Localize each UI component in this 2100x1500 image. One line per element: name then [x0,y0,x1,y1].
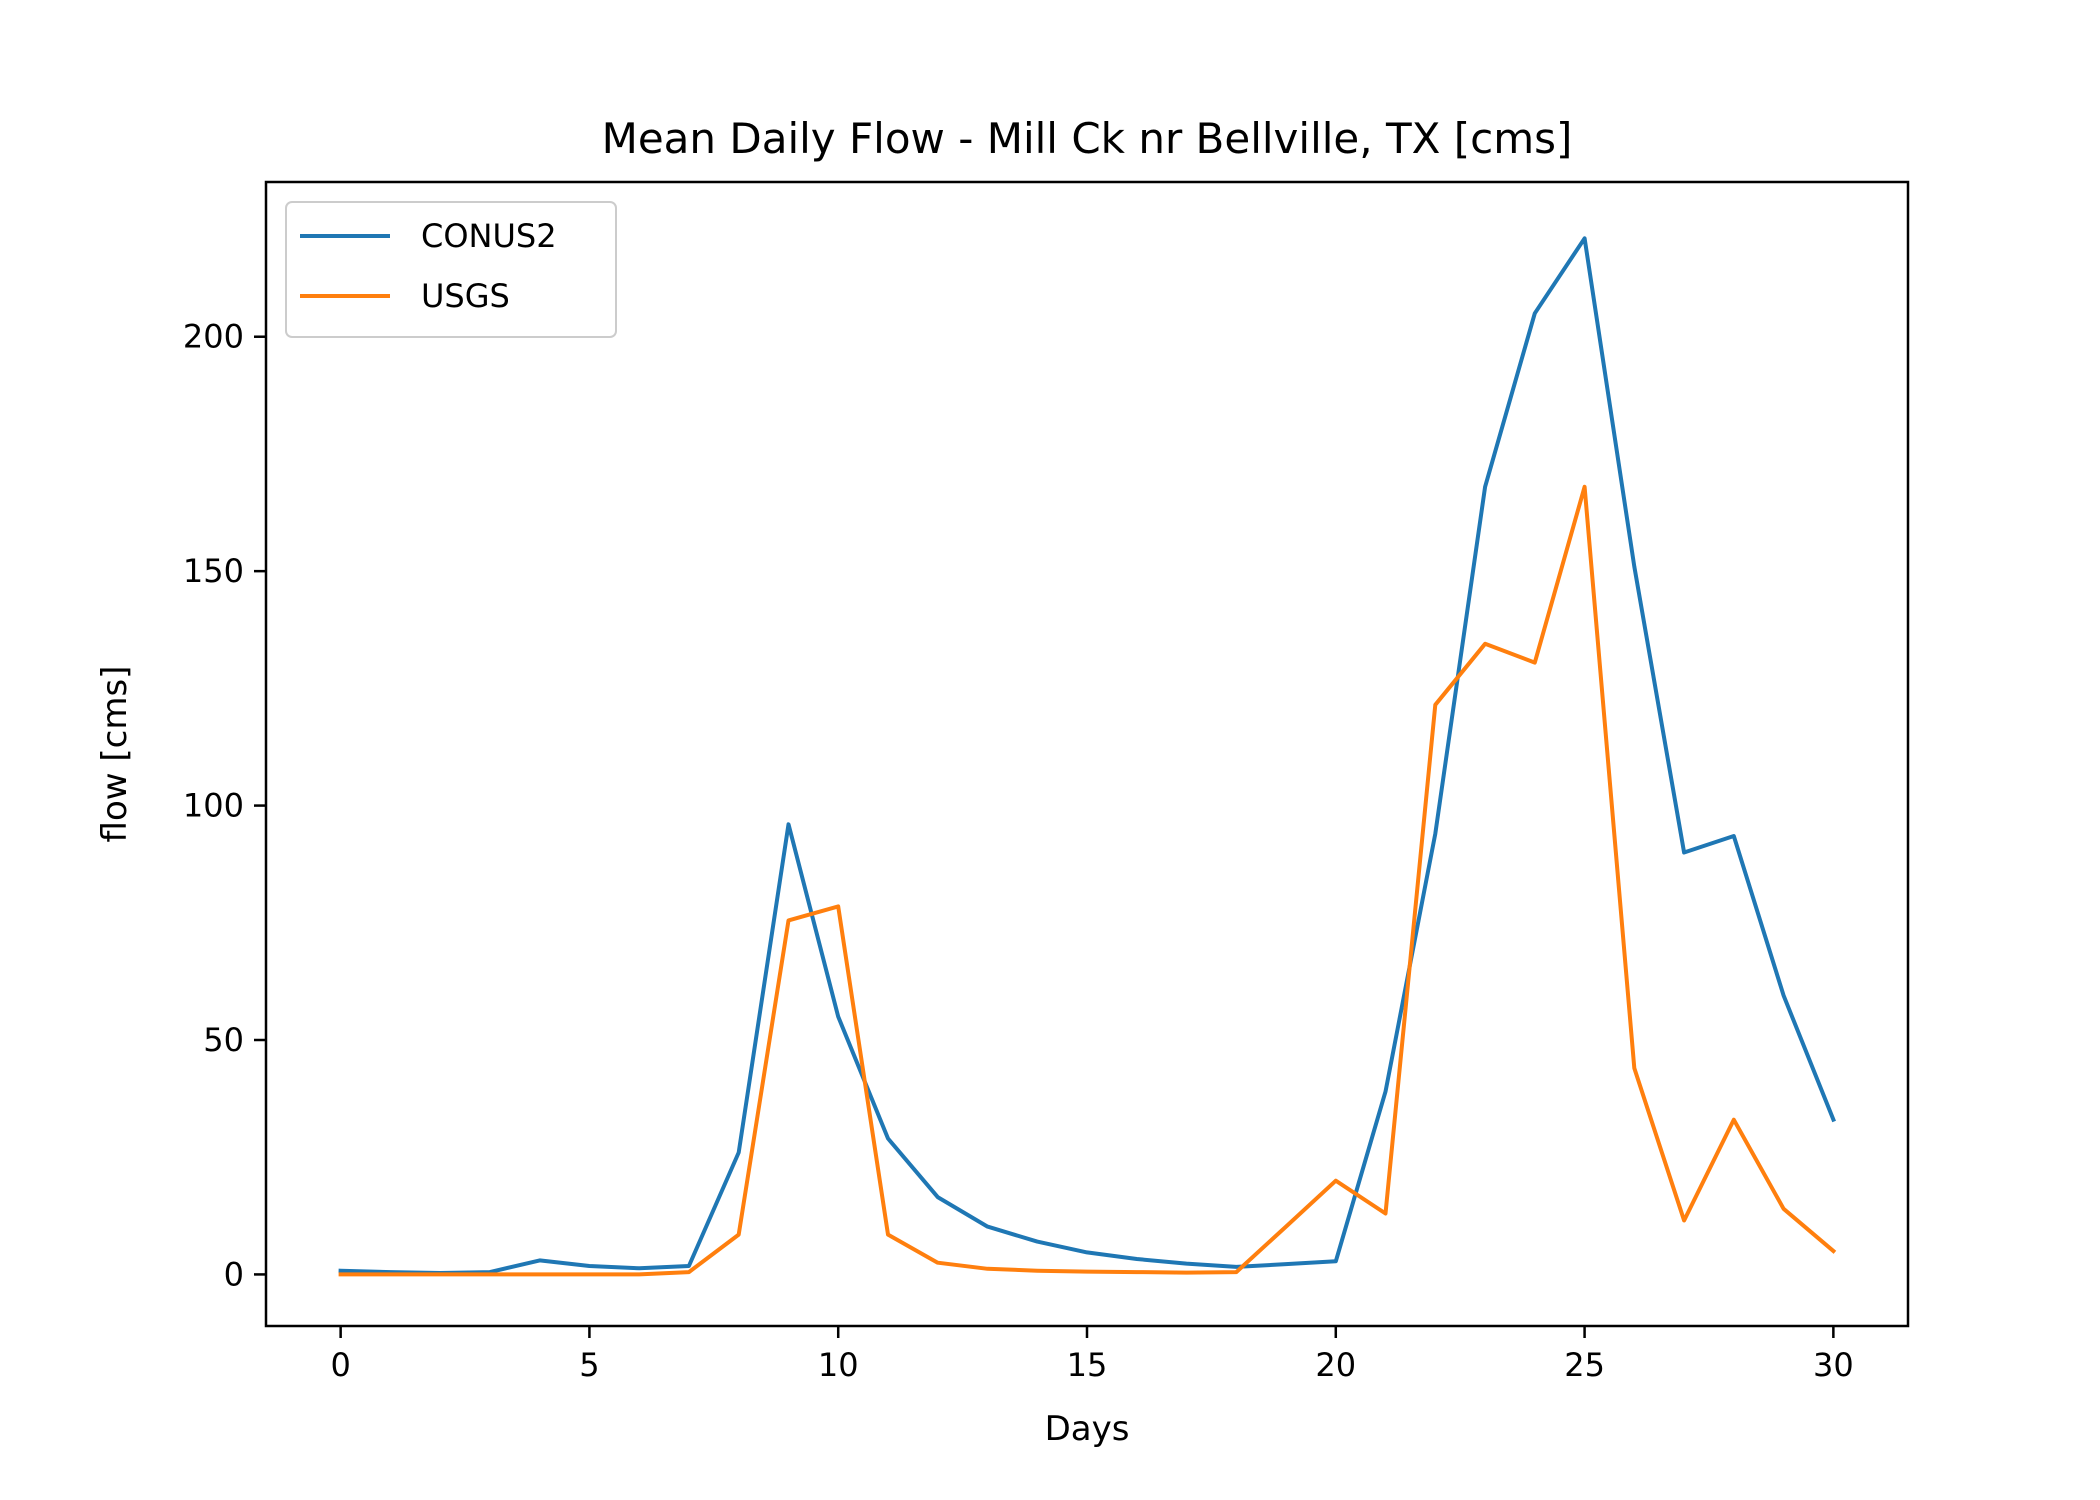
y-axis-label: flow [cms] [95,666,135,843]
x-tick-label-25: 25 [1564,1346,1605,1384]
x-axis-label: Days [1045,1409,1130,1449]
legend-label-conus2: CONUS2 [421,217,557,255]
plot-frame [264,180,1910,1328]
legend-label-usgs: USGS [421,277,510,315]
y-tick-label-200: 200 [183,318,244,356]
chart-title: Mean Daily Flow - Mill Ck nr Bellville, … [602,114,1573,163]
x-tick-label-5: 5 [579,1346,599,1384]
x-tick-label-15: 15 [1067,1346,1108,1384]
x-tick-label-30: 30 [1813,1346,1854,1384]
y-axis: 0 50 100 150 200 [183,318,266,1293]
x-axis: 0 5 10 15 20 25 30 [330,1326,1854,1384]
series-line-conus2 [338,236,1837,1275]
x-tick-label-20: 20 [1315,1346,1356,1384]
y-tick-label-150: 150 [183,552,244,590]
x-tick-label-0: 0 [330,1346,350,1384]
x-tick-label-10: 10 [818,1346,859,1384]
y-tick-label-100: 100 [183,787,244,825]
y-tick-label-0: 0 [224,1255,244,1293]
series-line-usgs [338,484,1837,1277]
legend: CONUS2 USGS [285,201,617,338]
y-tick-label-50: 50 [203,1021,244,1059]
series-lines [338,236,1837,1277]
